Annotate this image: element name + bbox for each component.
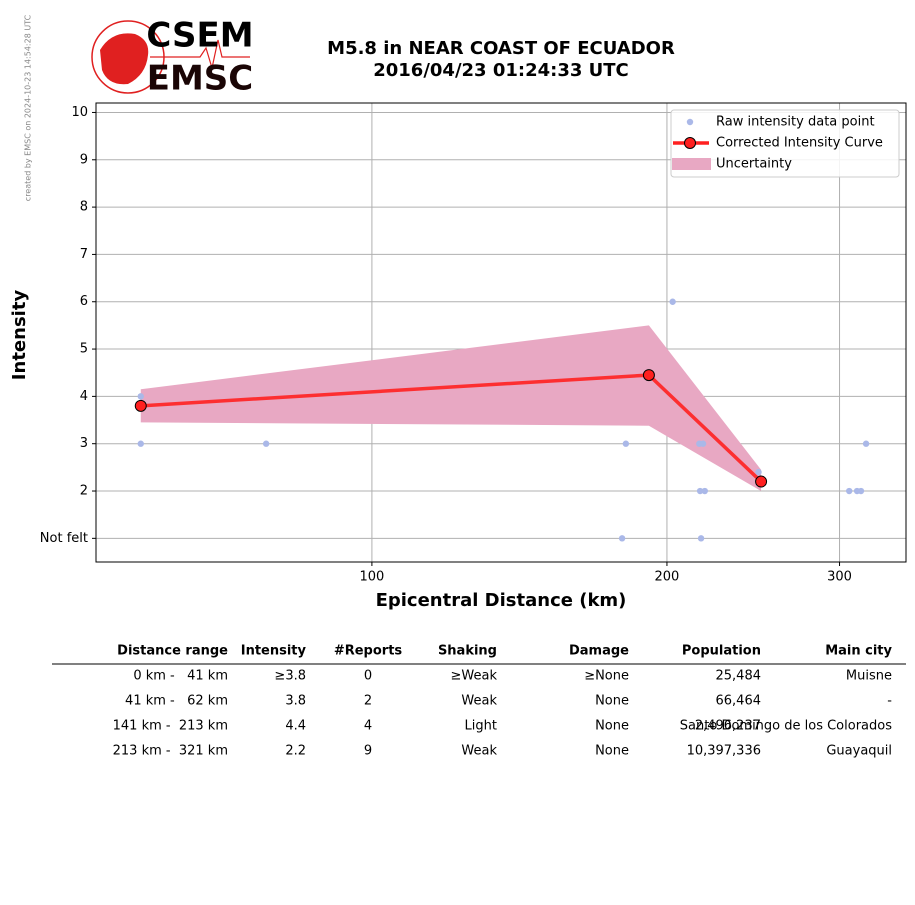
table-cell: 25,484 <box>716 669 762 684</box>
table-cell: ≥Weak <box>451 669 498 684</box>
legend-label: Corrected Intensity Curve <box>716 136 883 151</box>
y-tick-label: Not felt <box>40 531 88 546</box>
logo: CSEM EMSC <box>91 16 254 99</box>
table-cell: None <box>595 694 629 709</box>
x-tick-label: 200 <box>655 570 680 585</box>
table-cell: Muisne <box>846 669 892 684</box>
table-cell: Santo Domingo de los Colorados <box>680 719 892 734</box>
raw-point <box>669 298 676 305</box>
table-cell: ≥3.8 <box>274 669 306 684</box>
table-cell: - <box>887 694 892 709</box>
table-header: Damage <box>569 644 629 659</box>
y-tick-label: 2 <box>80 484 88 499</box>
y-tick-label: 6 <box>80 294 88 309</box>
y-tick-label: 7 <box>80 247 88 262</box>
raw-point <box>137 440 144 447</box>
table-cell: 4.4 <box>285 719 306 734</box>
table-header: Shaking <box>438 644 497 659</box>
table-cell: None <box>595 744 629 759</box>
table-cell: 2.2 <box>285 744 306 759</box>
raw-point <box>696 487 704 495</box>
table-cell: 0 <box>364 669 372 684</box>
chart-subtitle: 2016/04/23 01:24:33 UTC <box>373 60 629 81</box>
plot-frame <box>95 102 907 563</box>
y-tick-label: 9 <box>80 152 88 167</box>
raw-point <box>262 440 270 447</box>
y-tick-label: 4 <box>80 389 88 404</box>
raw-point <box>622 440 630 447</box>
table-cell: 9 <box>364 744 372 759</box>
legend-box <box>670 109 900 178</box>
table-cell: 10,397,336 <box>687 744 761 759</box>
y-tick-label: 3 <box>80 436 88 451</box>
y-tick-label: 10 <box>71 105 88 120</box>
curve-marker <box>755 475 768 488</box>
logo-bottom: EMSC <box>147 59 254 99</box>
table-cell: ≥None <box>584 669 629 684</box>
table-cell: 2 <box>364 694 372 709</box>
y-axis-label: Intensity <box>9 290 30 381</box>
table-cell: 2,496,237 <box>695 719 761 734</box>
table-cell: Guayaquil <box>826 744 892 759</box>
table-cell: Light <box>465 719 497 734</box>
table-header: Population <box>682 644 761 659</box>
legend-label: Uncertainty <box>716 157 792 172</box>
table-cell: 4 <box>364 719 372 734</box>
legend-label: Raw intensity data point <box>716 115 875 130</box>
legend-marker <box>672 158 711 170</box>
raw-point <box>618 535 626 542</box>
table-header: #Reports <box>334 644 403 659</box>
table-cell: 0 km - 41 km <box>133 669 228 684</box>
table-cell: 66,464 <box>716 694 762 709</box>
legend-marker <box>686 118 694 126</box>
table-cell: 3.8 <box>285 694 306 709</box>
legend-marker <box>684 137 696 149</box>
y-tick-label: 8 <box>80 200 88 215</box>
raw-point <box>846 487 853 495</box>
raw-point <box>755 468 762 476</box>
x-tick-label: 100 <box>359 570 384 585</box>
table-header: Main city <box>825 644 892 659</box>
table-cell: 213 km - 321 km <box>113 744 228 759</box>
table-cell: Weak <box>461 694 497 709</box>
table-cell: None <box>595 719 629 734</box>
raw-point <box>697 535 705 542</box>
table-header: Intensity <box>241 644 307 659</box>
raw-point <box>857 487 865 495</box>
raw-point <box>701 487 708 495</box>
uncertainty-band <box>140 325 762 492</box>
table-cell: 141 km - 213 km <box>113 719 228 734</box>
raw-point <box>699 440 707 447</box>
chart-title: M5.8 in NEAR COAST OF ECUADOR <box>327 38 675 59</box>
curve-marker <box>134 399 147 412</box>
table-header: Distance range <box>117 644 228 659</box>
x-axis-label: Epicentral Distance (km) <box>376 590 627 611</box>
x-tick-label: 300 <box>827 570 852 585</box>
table-cell: 41 km - 62 km <box>125 694 228 709</box>
y-tick-label: 5 <box>80 342 88 357</box>
raw-point <box>137 393 144 400</box>
logo-top: CSEM <box>146 16 253 56</box>
credit: created by EMSC on 2024-10-23 14:54:28 U… <box>24 14 33 201</box>
curve-marker <box>642 369 655 382</box>
raw-point <box>862 440 870 447</box>
table-cell: Weak <box>461 744 497 759</box>
